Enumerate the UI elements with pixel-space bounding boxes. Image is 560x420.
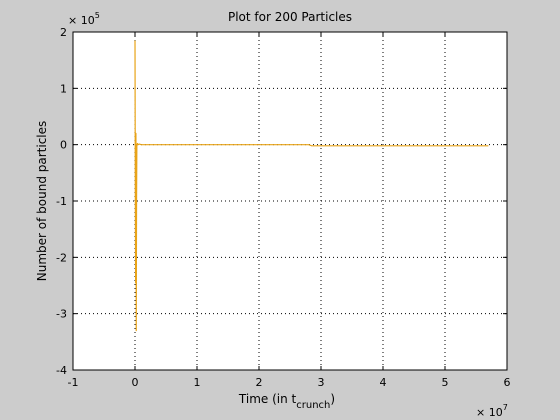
ticks	[72, 31, 508, 371]
x-tick-label: 3	[318, 376, 325, 389]
y-axis-label: Number of bound particles	[35, 121, 49, 282]
y-tick-label: -4	[56, 364, 67, 377]
y-tick-label: 1	[60, 82, 67, 95]
x-tick-label: 2	[256, 376, 263, 389]
x-axis-label: Time (in tcrunch)	[238, 392, 335, 411]
y-axis-exponent-power: 5	[95, 11, 100, 20]
x-tick-label: 0	[132, 376, 139, 389]
x-tick-label: 4	[380, 376, 387, 389]
tick-labels: -1 0 1 2 3 4 5 6 -4 -3 -2 -1 0 1 2	[56, 26, 510, 389]
chart-title: Plot for 200 Particles	[228, 10, 352, 24]
series-layer	[134, 40, 489, 332]
y-axis-exponent: × 105	[68, 11, 100, 27]
x-axis-exponent-base: × 10	[476, 406, 503, 419]
x-tick-label: 6	[504, 376, 511, 389]
y-tick-label: 2	[60, 26, 67, 39]
x-axis-label-close: )	[330, 392, 335, 406]
y-tick-label: -2	[56, 251, 67, 264]
x-axis-exponent-power: 7	[503, 403, 508, 412]
x-tick-label: 1	[194, 376, 201, 389]
x-axis-label-main: Time (in t	[238, 392, 297, 406]
x-axis-label-sub: crunch	[296, 400, 330, 411]
x-axis-exponent: × 107	[476, 403, 508, 419]
y-tick-label: -3	[56, 308, 67, 321]
y-tick-label: 0	[60, 139, 67, 152]
y-tick-label: -1	[56, 195, 67, 208]
x-tick-label: -1	[68, 376, 79, 389]
y-axis-exponent-base: × 10	[68, 14, 95, 27]
x-tick-label: 5	[442, 376, 449, 389]
series-line	[134, 40, 489, 332]
